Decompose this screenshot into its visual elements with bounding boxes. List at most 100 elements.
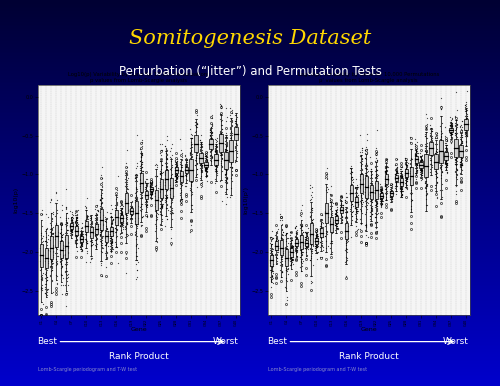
Point	[421, 147, 429, 154]
Point	[126, 211, 134, 217]
Point	[302, 239, 310, 245]
Point	[396, 179, 404, 186]
Point	[432, 157, 440, 163]
Point	[217, 142, 225, 148]
Point	[118, 218, 126, 224]
Point	[288, 243, 296, 249]
Point	[117, 214, 125, 220]
Point	[56, 258, 64, 264]
Point	[213, 159, 221, 165]
Point	[296, 258, 304, 264]
Point	[362, 144, 370, 150]
Point	[44, 285, 52, 291]
Point	[186, 154, 194, 160]
Point	[172, 169, 180, 176]
Point	[78, 239, 86, 245]
Point	[297, 223, 305, 229]
Point	[161, 222, 169, 229]
Point	[77, 232, 85, 239]
Point	[66, 223, 74, 229]
Point	[131, 199, 139, 205]
Point	[448, 130, 456, 136]
Point	[143, 213, 151, 220]
Point	[418, 164, 426, 170]
Point	[152, 188, 160, 194]
Point	[304, 240, 312, 247]
Point	[158, 216, 166, 222]
Bar	[430, 142, 432, 155]
Point	[188, 171, 196, 178]
Point	[142, 184, 150, 190]
Point	[52, 244, 60, 250]
Point	[143, 191, 151, 198]
Point	[97, 227, 105, 233]
Point	[52, 225, 60, 232]
Point	[342, 246, 350, 252]
Point	[362, 204, 370, 210]
Point	[192, 119, 200, 125]
Point	[402, 165, 409, 171]
Point	[58, 257, 66, 264]
Point	[156, 201, 164, 207]
Point	[48, 245, 56, 251]
Point	[363, 199, 371, 205]
Point	[438, 181, 446, 187]
Point	[272, 260, 280, 266]
Point	[43, 289, 51, 295]
Point	[171, 169, 179, 175]
Point	[96, 238, 104, 244]
Point	[36, 264, 44, 270]
Point	[97, 201, 105, 207]
Point	[462, 112, 470, 119]
Point	[108, 238, 116, 244]
Point	[288, 244, 296, 251]
Point	[413, 168, 421, 174]
Point	[298, 242, 306, 248]
Point	[88, 239, 96, 245]
Point	[134, 203, 141, 209]
Point	[267, 259, 275, 265]
Point	[167, 181, 175, 188]
Point	[138, 151, 145, 157]
Point	[62, 236, 70, 242]
Point	[418, 164, 426, 170]
Point	[214, 151, 222, 157]
Point	[432, 175, 440, 181]
Point	[388, 183, 396, 189]
Point	[302, 242, 310, 248]
Point	[212, 151, 220, 157]
Point	[218, 135, 226, 141]
Point	[98, 227, 106, 233]
Point	[422, 152, 430, 158]
Point	[196, 162, 204, 168]
Point	[328, 229, 336, 235]
Point	[203, 160, 211, 166]
Point	[166, 187, 174, 193]
Point	[288, 250, 296, 256]
Point	[288, 243, 296, 249]
Point	[128, 206, 136, 212]
Point	[142, 194, 150, 200]
Point	[161, 171, 169, 178]
Point	[96, 233, 104, 239]
Point	[368, 192, 376, 198]
Point	[58, 242, 66, 248]
Point	[442, 158, 450, 164]
Point	[381, 164, 389, 170]
Point	[78, 240, 86, 246]
Point	[402, 182, 410, 188]
Point	[462, 133, 469, 139]
Point	[368, 175, 376, 181]
Point	[118, 221, 126, 227]
Point	[196, 147, 204, 153]
Point	[272, 243, 280, 249]
Point	[286, 247, 294, 253]
Point	[293, 245, 301, 251]
Point	[161, 174, 169, 181]
Point	[156, 205, 164, 211]
Point	[288, 256, 296, 262]
Point	[96, 232, 104, 238]
Point	[371, 214, 379, 220]
Point	[156, 170, 164, 176]
Point	[304, 242, 312, 248]
